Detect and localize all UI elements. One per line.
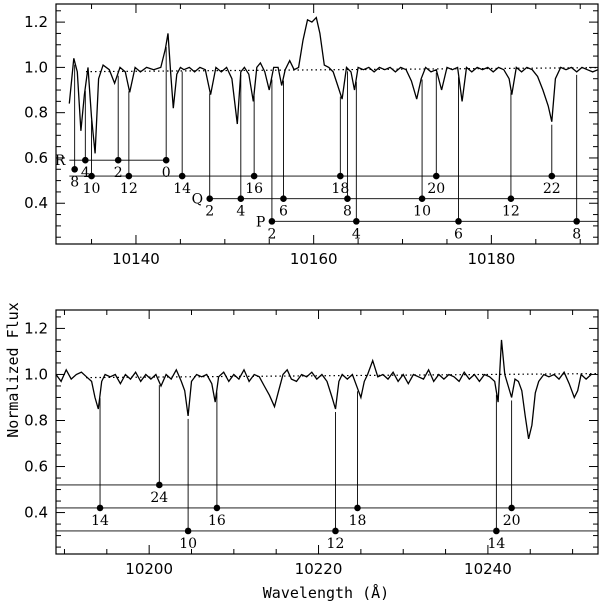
line-marker-label: 6 (454, 226, 463, 242)
line-marker-dot (508, 504, 515, 512)
line-marker-label: 4 (352, 226, 361, 242)
line-marker-dot (88, 172, 95, 180)
y-tick-label: 0.4 (24, 504, 48, 522)
x-tick-label: 10220 (295, 560, 343, 578)
line-marker-dot (573, 218, 580, 225)
line-marker-label: 20 (503, 513, 521, 529)
line-marker-dot (507, 195, 515, 203)
branch-label: Q (192, 192, 203, 208)
bottom-panel: 10200 10220 10240 0.4 0.6 0.8 1.0 1.2 14 24 10 16 12… (24, 309, 599, 578)
x-tick-label: 10180 (468, 250, 516, 268)
x-axis-title: Wavelength (Å) (263, 583, 389, 602)
line-marker-label: 16 (245, 181, 263, 197)
line-marker-dot (418, 195, 426, 203)
line-marker-label: 10 (413, 204, 431, 220)
line-marker-dot (344, 195, 351, 203)
line-marker-label: 0 (162, 165, 171, 181)
line-marker-label: 10 (83, 181, 101, 197)
line-marker-dot (455, 218, 462, 225)
line-marker-label: 14 (173, 181, 191, 197)
y-tick-label: 1.2 (24, 13, 48, 31)
line-marker-dot (82, 156, 89, 164)
line-marker-label: 24 (150, 490, 168, 506)
line-marker-label: 16 (208, 513, 226, 529)
line-marker-dot (493, 527, 500, 535)
line-marker-label: 14 (91, 513, 109, 529)
branch-label: P (256, 214, 265, 230)
branch-label: R (55, 153, 66, 169)
line-marker-label: 12 (120, 181, 138, 197)
y-tick-label: 0.6 (24, 149, 48, 167)
line-marker-label: 8 (343, 204, 352, 220)
y-tick-label: 1.0 (24, 365, 48, 383)
y-tick-label: 0.8 (24, 411, 48, 429)
y-tick-label: 0.4 (24, 194, 48, 212)
line-marker-dot (71, 165, 78, 173)
line-marker-label: 14 (487, 536, 505, 552)
line-marker-label: 18 (349, 513, 367, 529)
line-marker-dot (237, 195, 245, 203)
line-marker-dot (332, 527, 339, 535)
line-marker-dot (337, 172, 344, 180)
line-marker-label: 18 (331, 181, 349, 197)
line-marker-dot (268, 218, 276, 225)
y-tick-label: 1.0 (24, 58, 48, 76)
line-marker-dot (354, 504, 361, 512)
line-marker-dot (213, 504, 221, 512)
line-marker-dot (125, 172, 133, 180)
x-tick-label: 10160 (290, 250, 338, 268)
x-tick-label: 10240 (464, 560, 512, 578)
y-axis-title: Normalized Flux (4, 302, 22, 437)
line-marker-dot (432, 172, 440, 180)
line-marker-label: 20 (427, 181, 445, 197)
line-marker-dot (184, 527, 192, 535)
line-marker-label: 6 (279, 204, 288, 220)
line-marker-label: 2 (114, 165, 123, 181)
line-marker-label: 4 (236, 204, 245, 220)
line-marker-dot (280, 195, 287, 203)
line-marker-label: 12 (327, 536, 345, 552)
line-marker-dot (156, 481, 163, 489)
line-marker-label: 12 (502, 204, 520, 220)
top-panel: 10140 10160 101800.40.60.81.01.2RQP8410212… (24, 3, 599, 268)
y-tick-label: 0.8 (24, 104, 48, 122)
line-marker-label: 2 (267, 226, 276, 242)
x-tick-label: 10140 (112, 250, 160, 268)
line-marker-dot (178, 172, 186, 180)
line-marker-label: 4 (81, 165, 90, 181)
line-marker-dot (96, 504, 104, 512)
line-marker-dot (250, 172, 258, 180)
line-marker-label: 10 (179, 536, 197, 552)
line-marker-dot (353, 218, 360, 225)
spectrum-line (55, 339, 592, 440)
line-marker-label: 2 (205, 204, 214, 220)
y-tick-label: 1.2 (24, 319, 48, 337)
line-marker-dot (548, 172, 556, 180)
y-tick-label: 0.6 (24, 458, 48, 476)
line-marker-dot (206, 195, 214, 203)
line-marker-dot (114, 156, 122, 164)
line-marker-label: 22 (543, 181, 561, 197)
x-tick-label: 10200 (125, 560, 173, 578)
line-marker-dot (162, 156, 170, 164)
line-marker-label: 8 (70, 174, 79, 190)
line-marker-label: 8 (572, 226, 581, 242)
spectrum-line (68, 16, 599, 154)
